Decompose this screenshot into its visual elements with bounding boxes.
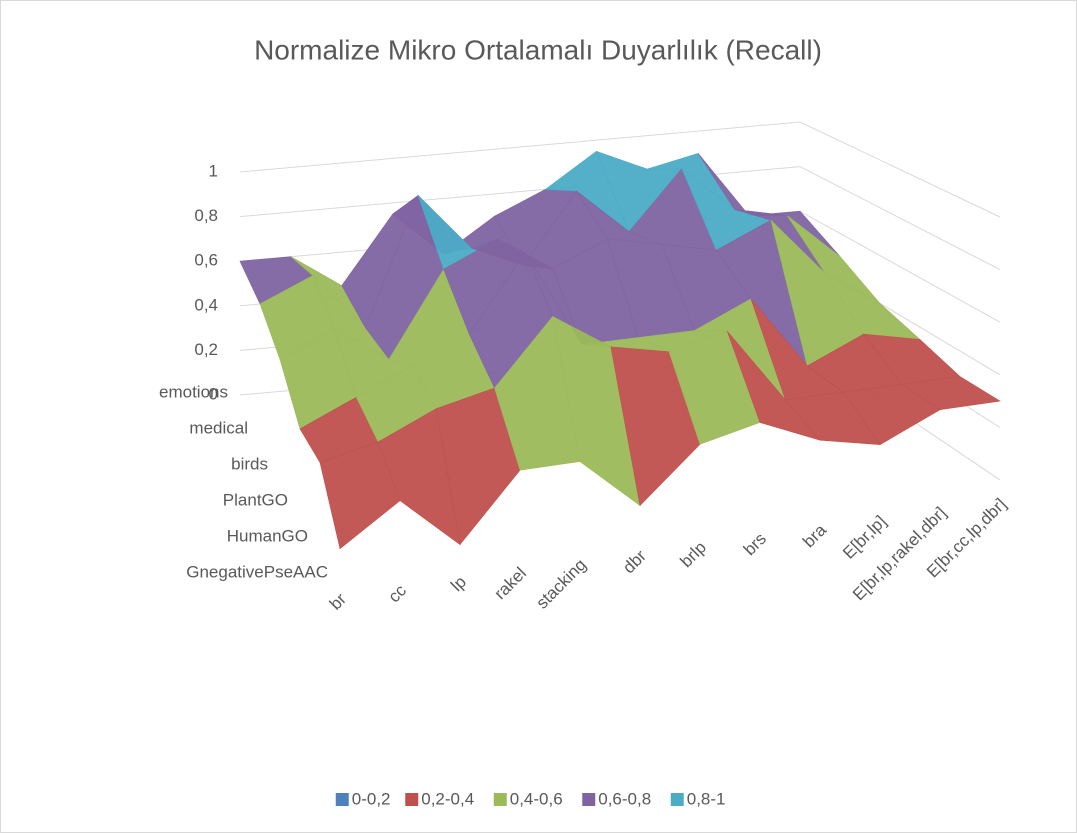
grid-line — [239, 121, 1001, 218]
series-label: HumanGO — [227, 526, 308, 545]
series-label: emotions — [159, 382, 228, 401]
z-tick-label: 0,4 — [194, 295, 218, 314]
legend-swatch — [582, 793, 596, 806]
series-label: GnegativePseAAC — [186, 562, 328, 581]
z-tick-label: 0,2 — [194, 340, 218, 359]
legend-label: 0,6-0,8 — [598, 789, 651, 808]
z-tick-label: 0,8 — [194, 206, 218, 225]
series-label: birds — [231, 454, 268, 473]
chart-title: Normalize Mikro Ortalamalı Duyarlılık (R… — [254, 34, 822, 65]
z-tick-label: 0 — [209, 384, 218, 403]
z-tick-label: 0,6 — [194, 251, 218, 270]
series-label: PlantGO — [223, 490, 288, 509]
grid-line — [239, 166, 1001, 271]
legend-label: 0,2-0,4 — [421, 789, 474, 808]
legend-label: 0,4-0,6 — [510, 789, 563, 808]
legend-swatch — [335, 793, 349, 806]
legend-swatch — [493, 793, 507, 806]
legend-label: 0,8-1 — [687, 789, 726, 808]
surface-cell — [900, 376, 1001, 411]
z-tick-label: 1 — [209, 161, 218, 180]
legend-label: 0-0,2 — [352, 789, 391, 808]
series-label: medical — [189, 418, 248, 437]
legend-swatch — [405, 793, 419, 806]
legend-swatch — [670, 793, 684, 806]
